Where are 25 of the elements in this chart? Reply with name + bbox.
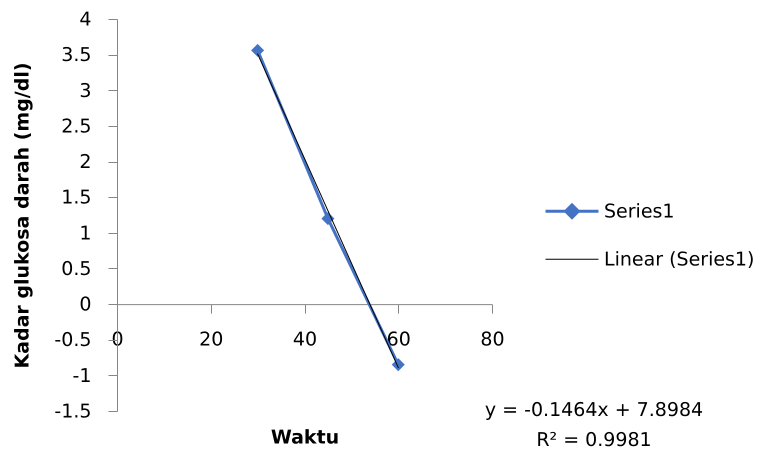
text: R² = 0.9981 (536, 429, 652, 451)
y-tick-label: -1.5 (54, 400, 92, 422)
y-tick-label: -1 (72, 364, 92, 387)
y-tick-label: 3 (79, 80, 92, 102)
x-tick-label: 80 (480, 328, 505, 351)
y-tick-label: 2.5 (61, 115, 92, 138)
x-tick-label: 20 (199, 328, 224, 351)
point (321, 212, 334, 226)
x-axis-title: Waktu (270, 426, 340, 448)
y-tick-label: -0.5 (54, 329, 92, 352)
legend-label: Series1 (604, 200, 675, 222)
y-tick-label: 2 (79, 151, 92, 174)
y-tick-label: 3.5 (61, 44, 92, 66)
x-tick-label: 40 (292, 328, 318, 351)
x-tick-label: 60 (386, 328, 411, 351)
y-tick-label: 0.5 (61, 258, 92, 280)
y-axis-title: Kadar glukosa darah (mg/dl) (11, 62, 34, 369)
y-tick-label: 1 (79, 222, 92, 244)
y-tick-label: 0 (79, 294, 92, 316)
point (392, 358, 405, 372)
y-tick-label: 1.5 (61, 186, 92, 209)
point (251, 44, 264, 57)
y-tick-label: 4 (79, 8, 92, 30)
legend-label: Linear (Series1) (604, 248, 754, 270)
annotation: y = -0.1464x + 7.8984 (484, 399, 704, 421)
